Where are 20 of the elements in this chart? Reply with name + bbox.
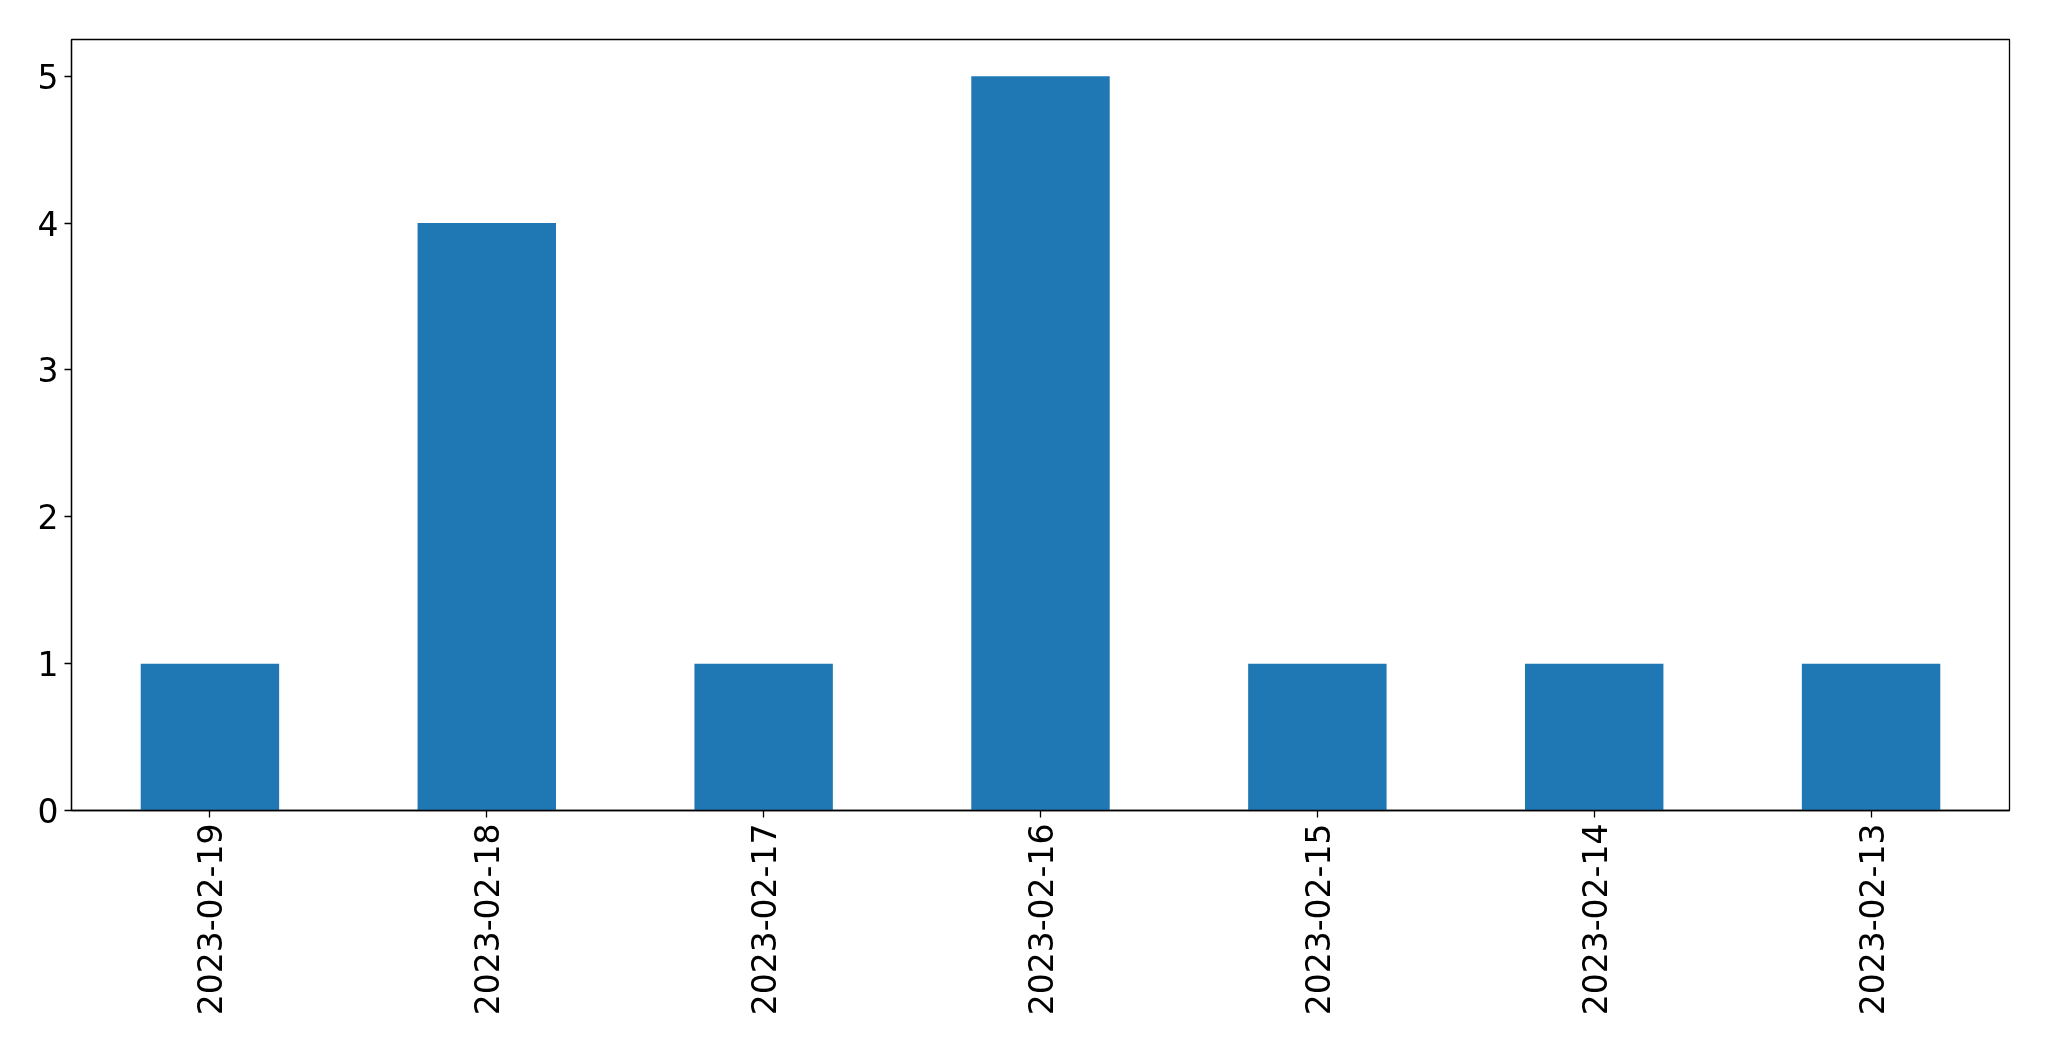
y-tick-label: 5 [37, 57, 59, 97]
x-tick-label: 2023-02-18 [468, 823, 508, 1016]
x-tick-label: 2023-02-17 [745, 823, 785, 1016]
x-tick-label: 2023-02-13 [1852, 823, 1892, 1016]
bar [140, 663, 280, 811]
bar [1248, 663, 1387, 811]
x-tick-label: 2023-02-16 [1022, 823, 1061, 1016]
bar [417, 223, 556, 811]
bar [694, 663, 833, 811]
x-tick-label: 2023-02-19 [191, 823, 231, 1016]
y-tick-label: 0 [37, 792, 59, 831]
y-tick-label: 4 [37, 204, 59, 244]
bar [1801, 663, 1941, 811]
bar [1525, 663, 1664, 811]
y-tick-label: 3 [37, 351, 59, 391]
y-tick-label: 2 [37, 498, 59, 538]
x-tick-label: 2023-02-14 [1575, 823, 1615, 1016]
bar [971, 76, 1110, 811]
y-tick-label: 1 [37, 645, 59, 685]
x-tick-label: 2023-02-15 [1298, 823, 1338, 1016]
